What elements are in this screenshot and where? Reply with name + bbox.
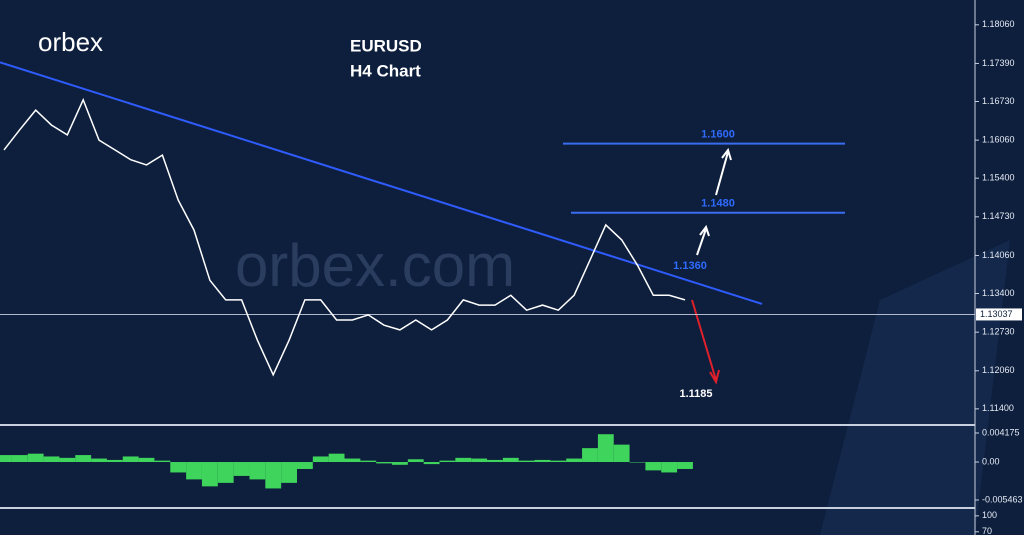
histogram-bar [407,459,424,463]
histogram-bar [186,462,202,480]
histogram-bar [122,456,139,463]
histogram-bar [629,462,646,463]
logo: orbex [38,27,103,57]
histogram-bar [613,444,630,463]
histogram-bar [344,458,361,463]
last-price-box [976,308,1022,321]
y-tick-label: 0.00 [982,456,1000,466]
arrow-up [715,147,732,196]
histogram-bar [455,457,472,463]
y-tick-label: 0.004175 [982,427,1020,437]
last-price-label: 1.13037 [980,309,1013,319]
y-tick-label: 1.18060 [982,19,1015,29]
target-label: 1.1185 [679,388,712,400]
y-tick-label: 1.12730 [982,327,1015,337]
y-tick-label: 1.14060 [982,250,1015,260]
histogram-bar [138,457,155,463]
histogram-bar [265,462,282,489]
histogram-bar [91,458,107,463]
histogram-bar [376,462,393,464]
price-line [3,97,686,377]
level-label: 1.1480 [701,198,735,210]
histogram-bar [43,456,60,463]
histogram-bar [0,455,12,463]
target-label: 1.1360 [673,260,707,272]
histogram-bar [201,462,218,487]
histogram-bar [661,462,678,473]
histogram-bar [566,458,583,463]
histogram-bar [645,462,662,471]
histogram-bar [217,462,234,483]
histogram-bar [170,462,187,473]
y-tick-label: 1.12060 [982,365,1015,375]
arrows [691,147,732,385]
histogram-bar [328,453,345,463]
histogram-bar [106,459,123,463]
level-label: 1.1600 [701,128,735,140]
histogram-bar [296,462,313,469]
histogram-bar [360,460,377,463]
y-tick-label: 1.16060 [982,135,1015,145]
histogram-bar [75,455,92,463]
histogram-bar [677,462,693,469]
histogram-bar [233,462,250,476]
y-tick-label: 1.16730 [982,96,1015,106]
histogram-bar [59,457,76,463]
backdrop-shape [820,240,1010,535]
histogram-bar [597,434,614,463]
y-tick-label: 1.17390 [982,58,1015,68]
histogram-bar [502,457,519,463]
histogram-bar [439,460,456,463]
histogram-bar [471,458,488,463]
histogram-bar [392,462,408,465]
histogram-bar [154,460,171,463]
y-tick-label: 70 [982,526,992,535]
histogram-bar [312,456,329,463]
y-tick-label: 1.15400 [982,173,1015,183]
y-tick-label: 1.14730 [982,211,1015,221]
histogram-bar [423,462,440,465]
trendline [0,61,763,305]
histogram-bar [582,448,598,463]
histogram-bar [550,460,567,463]
histogram-bar [534,459,551,463]
histogram-bar [249,462,266,480]
y-tick-label: -0.005463 [982,494,1023,504]
histogram-bar [281,462,297,483]
y-tick-label: 1.11400 [982,403,1014,413]
histogram-bar [518,460,535,463]
y-tick-label: 100 [982,510,997,520]
arrow-up [696,224,710,256]
arrow-down [691,299,720,385]
histogram-bar [27,453,44,463]
chart-title: EURUSD [350,36,422,55]
y-tick-label: 1.13400 [982,288,1015,298]
watermark: orbex.com [235,232,515,299]
histogram-bar [11,455,28,463]
chart-subtitle: H4 Chart [350,61,421,80]
histogram-bar [487,459,503,463]
